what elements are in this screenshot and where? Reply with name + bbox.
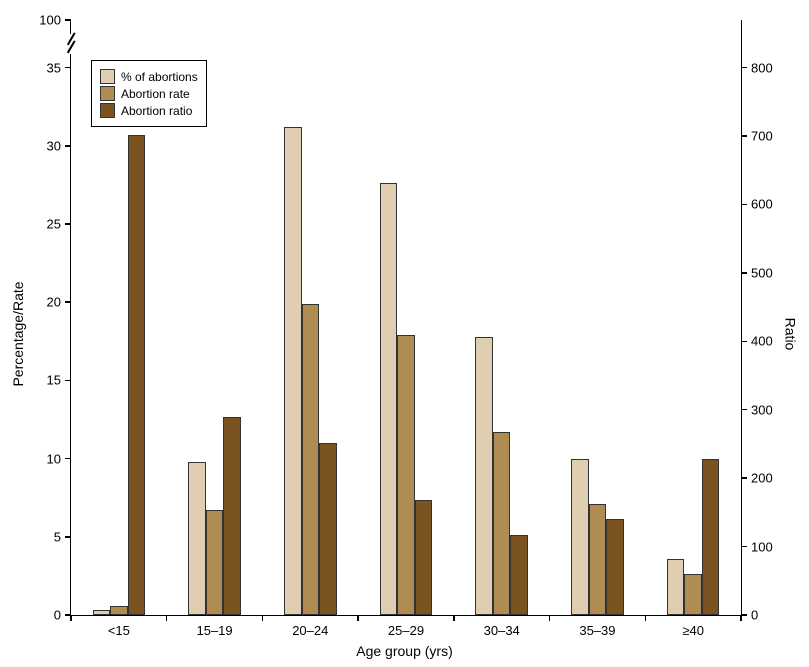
bar-ratio [415, 500, 433, 615]
y-right-tick [741, 477, 747, 479]
y-left-tick [65, 458, 71, 460]
x-tick-label: 20–24 [292, 623, 328, 638]
chart-container: Percentage/Rate Ratio Age group (yrs) % … [0, 0, 809, 667]
x-tick-label: 35–39 [579, 623, 615, 638]
y-right-tick [741, 614, 747, 616]
y-left-tick-label: 5 [54, 529, 61, 544]
axis-break-icon [64, 34, 78, 54]
y-right-tick-label: 100 [751, 539, 773, 554]
bar-pct [93, 610, 111, 615]
y-axis-left-title: Percentage/Rate [10, 281, 26, 386]
y-left-tick [65, 536, 71, 538]
legend-swatch-icon [100, 86, 115, 101]
y-left-tick [65, 380, 71, 382]
y-left-tick [65, 301, 71, 303]
y-left-tick-label: 25 [47, 217, 61, 232]
legend: % of abortions Abortion rate Abortion rati… [91, 60, 207, 127]
y-right-tick-label: 200 [751, 471, 773, 486]
legend-item: % of abortions [100, 69, 198, 84]
bar-ratio [510, 535, 528, 615]
y-right-tick [741, 546, 747, 548]
bar-rate [589, 504, 607, 615]
bar-ratio [223, 417, 241, 615]
y-right-tick-label: 300 [751, 402, 773, 417]
y-left-tick-label: 15 [47, 373, 61, 388]
bar-rate [206, 510, 224, 615]
y-left-tick-label: 100 [39, 13, 61, 28]
bar-pct [284, 127, 302, 615]
y-right-tick [741, 204, 747, 206]
x-tick [70, 615, 72, 621]
bar-ratio [702, 459, 720, 615]
y-left-tick [65, 67, 71, 69]
x-tick [357, 615, 359, 621]
y-right-tick-label: 400 [751, 334, 773, 349]
legend-swatch-icon [100, 69, 115, 84]
bar-rate [397, 335, 415, 615]
bar-rate [302, 304, 320, 615]
bar-rate [110, 606, 128, 615]
x-tick-label: ≥40 [682, 623, 704, 638]
bar-pct [571, 459, 589, 615]
x-tick [645, 615, 647, 621]
y-left-tick-label: 10 [47, 451, 61, 466]
legend-label: Abortion ratio [121, 104, 192, 118]
bar-ratio [128, 135, 146, 615]
x-tick [549, 615, 551, 621]
bar-ratio [319, 443, 337, 615]
y-right-tick [741, 341, 747, 343]
bar-pct [188, 462, 206, 615]
bar-pct [667, 559, 685, 615]
x-tick [166, 615, 168, 621]
y-right-tick-label: 500 [751, 265, 773, 280]
y-axis-right-title: Ratio [783, 317, 799, 350]
y-left-tick-label: 20 [47, 295, 61, 310]
x-tick [740, 615, 742, 621]
bar-pct [380, 183, 398, 615]
x-tick-label: 25–29 [388, 623, 424, 638]
legend-item: Abortion rate [100, 86, 198, 101]
x-tick-label: 30–34 [484, 623, 520, 638]
x-tick-label: <15 [108, 623, 130, 638]
y-left-tick [65, 145, 71, 147]
y-right-tick-label: 600 [751, 197, 773, 212]
bar-ratio [606, 519, 624, 615]
y-left-tick [65, 19, 71, 21]
x-tick-label: 15–19 [196, 623, 232, 638]
y-right-tick-label: 700 [751, 129, 773, 144]
legend-item: Abortion ratio [100, 103, 198, 118]
y-right-tick-label: 0 [751, 608, 758, 623]
legend-label: % of abortions [121, 70, 198, 84]
y-right-tick [741, 409, 747, 411]
y-right-tick-label: 800 [751, 60, 773, 75]
x-tick [262, 615, 264, 621]
y-left-tick-label: 30 [47, 138, 61, 153]
y-right-tick [741, 135, 747, 137]
y-left-tick-label: 0 [54, 608, 61, 623]
y-left-tick-label: 35 [47, 60, 61, 75]
bar-pct [475, 337, 493, 615]
x-tick [453, 615, 455, 621]
bar-rate [684, 574, 702, 615]
y-left-tick [65, 223, 71, 225]
bar-rate [493, 432, 511, 615]
plot-area: % of abortions Abortion rate Abortion rati… [70, 20, 742, 616]
y-right-tick [741, 272, 747, 274]
y-right-tick [741, 67, 747, 69]
legend-label: Abortion rate [121, 87, 190, 101]
legend-swatch-icon [100, 103, 115, 118]
x-axis-title: Age group (yrs) [356, 643, 452, 659]
